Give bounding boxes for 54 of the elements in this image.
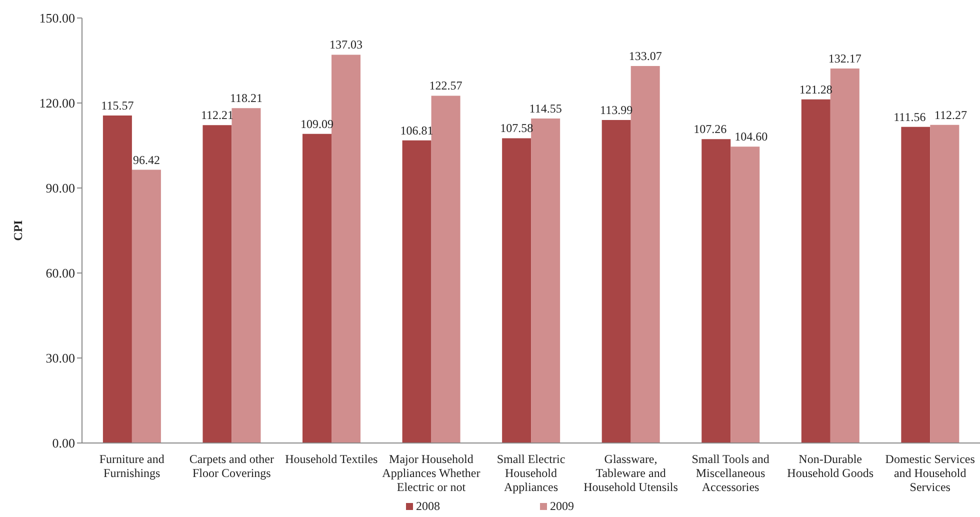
data-label: 132.17 xyxy=(828,52,862,66)
bar xyxy=(332,54,361,443)
data-label: 133.07 xyxy=(628,48,662,63)
data-label: 113.99 xyxy=(600,103,633,118)
y-tick-label: 90.00 xyxy=(46,180,75,196)
data-label: 96.42 xyxy=(132,152,160,167)
data-label: 115.57 xyxy=(101,98,134,113)
legend-label: 2008 xyxy=(415,499,440,514)
data-label: 107.26 xyxy=(694,122,727,136)
legend-label: 2009 xyxy=(549,499,574,514)
bar xyxy=(202,125,232,443)
data-label: 118.21 xyxy=(230,91,263,106)
bar xyxy=(830,68,860,443)
data-label: 114.55 xyxy=(529,101,562,116)
data-label: 121.28 xyxy=(799,82,832,96)
bar xyxy=(302,134,332,443)
bar xyxy=(431,96,460,443)
x-tick-label: Domestic Services and Household Services xyxy=(885,452,976,494)
bar xyxy=(930,124,960,443)
data-label: 122.57 xyxy=(429,78,462,93)
bar xyxy=(102,116,132,443)
bar xyxy=(901,126,930,443)
y-tick-label: 150.00 xyxy=(39,10,75,26)
y-tick-label: 30.00 xyxy=(46,350,75,366)
x-tick-label: Non-Durable Household Goods xyxy=(787,452,874,480)
y-tick-label: 60.00 xyxy=(46,266,75,281)
bar xyxy=(502,138,532,443)
x-tick-label: Small Tools and Miscellaneous Accessories xyxy=(692,452,770,494)
data-label: 112.27 xyxy=(934,108,967,122)
data-label: 112.21 xyxy=(200,108,234,122)
x-tick-label: Glassware, Tableware and Household Utensils xyxy=(584,452,678,494)
bar xyxy=(702,139,731,443)
bar xyxy=(232,108,261,443)
bar xyxy=(132,170,161,443)
bar xyxy=(730,146,760,443)
x-tick-label: Furniture and Furnishings xyxy=(99,452,164,480)
data-label: 104.60 xyxy=(734,130,768,144)
y-tick-label: 120.00 xyxy=(39,96,75,111)
y-tick-label: 0.00 xyxy=(52,436,75,451)
bar xyxy=(531,118,560,443)
x-tick-label: Major Household Appliances Whether Electric or not xyxy=(382,452,480,494)
y-axis-title: CPI xyxy=(11,220,25,241)
bar xyxy=(630,66,660,443)
data-label: 137.03 xyxy=(330,38,363,52)
data-label: 107.58 xyxy=(500,121,534,136)
data-label: 111.56 xyxy=(894,110,926,124)
bar xyxy=(602,120,631,443)
data-label: 109.09 xyxy=(300,116,334,131)
bar xyxy=(801,99,830,443)
bar xyxy=(402,140,432,443)
data-label: 106.81 xyxy=(400,123,434,138)
x-tick-label: Household Textiles xyxy=(285,452,378,466)
x-tick-label: Carpets and other Floor Coverings xyxy=(189,452,274,480)
x-tick-label: Small Electric Household Appliances xyxy=(496,452,566,494)
